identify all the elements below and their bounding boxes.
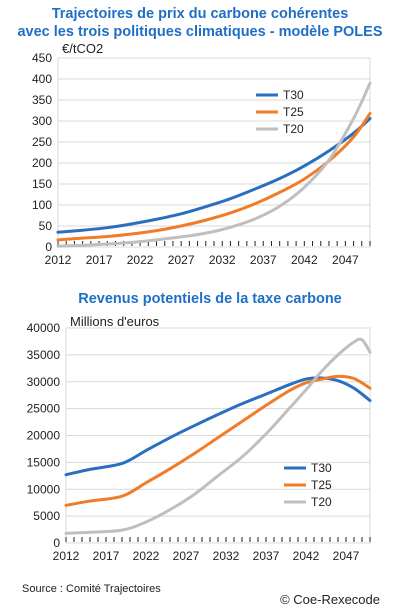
chart1-x-tick-label: 2037 <box>250 253 277 267</box>
chart1-y-tick-label: 150 <box>32 177 52 191</box>
chart2-x-tick-label: 2012 <box>53 549 80 563</box>
chart1-y-tick-label: 350 <box>32 93 52 107</box>
chart2-x-tick-label: 2022 <box>133 549 160 563</box>
chart2-plot: 0 5000 10000 15000 20000 25000 30000 35000 40000… <box>27 321 372 563</box>
chart1-legend-label-t25: T25 <box>283 105 304 119</box>
chart2-x-tick-label: 2027 <box>173 549 200 563</box>
chart1-series-t30-line <box>56 116 372 234</box>
chart2-y-tick-label: 15000 <box>27 455 61 469</box>
chart2-title: Revenus potentiels de la taxe carbone <box>78 291 342 307</box>
chart2-y-tick-label: 35000 <box>27 348 61 362</box>
chart2-y-tick-label: 0 <box>53 536 60 550</box>
chart1-y-tick-label: 100 <box>32 198 52 212</box>
chart1-unit-label: €/tCO2 <box>62 41 103 56</box>
chart1-title-line1: Trajectoires de prix du carbone cohérent… <box>52 6 349 22</box>
chart1-y-tick-label: 300 <box>32 114 52 128</box>
chart2-x-tick-label: 2017 <box>93 549 120 563</box>
chart2-y-tick-label: 20000 <box>27 429 61 443</box>
chart2-y-tick-label: 5000 <box>33 509 60 523</box>
chart1-x-tick-label: 2017 <box>86 253 113 267</box>
chart1-y-tick-label: 0 <box>45 240 52 254</box>
chart2-x-tick-label: 2032 <box>213 549 240 563</box>
source-note: Source : Comité Trajectoires <box>22 583 161 595</box>
chart1-x-tick-label: 2022 <box>127 253 154 267</box>
chart2-y-tick-label: 10000 <box>27 482 61 496</box>
chart2-series-t25-line <box>64 374 372 507</box>
chart2-x-tick-label: 2042 <box>293 549 320 563</box>
chart1-legend-label-t30: T30 <box>283 88 304 102</box>
chart2-legend-label-t20: T20 <box>311 495 332 509</box>
chart2-legend-label-t25: T25 <box>311 478 332 492</box>
chart2-unit-label: Millions d'euros <box>70 314 160 329</box>
chart2-y-tick-label: 25000 <box>27 402 61 416</box>
chart2-series-t30-line <box>64 376 372 477</box>
chart1-y-tick-label: 50 <box>39 219 53 233</box>
chart2-y-tick-label: 40000 <box>27 321 61 335</box>
chart1-y-tick-label: 450 <box>32 51 52 65</box>
chart2-x-tick-label: 2037 <box>253 549 280 563</box>
chart2-series-t20-line <box>64 337 372 535</box>
chart1-x-tick-label: 2047 <box>332 253 359 267</box>
chart1-legend-label-t20: T20 <box>283 122 304 136</box>
chart2-y-tick-label: 30000 <box>27 375 61 389</box>
chart1-y-tick-label: 250 <box>32 135 52 149</box>
chart1-x-tick-label: 2012 <box>45 253 72 267</box>
chart1-x-tick-label: 2027 <box>168 253 195 267</box>
chart1-series-t25-line <box>56 111 372 242</box>
chart1-series-t20-line <box>56 81 372 248</box>
chart1-y-tick-label: 200 <box>32 156 52 170</box>
chart2-x-tick-label: 2047 <box>333 549 360 563</box>
chart1-y-tick-label: 400 <box>32 72 52 86</box>
chart1-plot: 0 50 100 150 200 250 300 350 400 450 2012 2017 2022 2… <box>32 51 372 267</box>
chart1-x-tick-label: 2042 <box>291 253 318 267</box>
chart2-legend-label-t30: T30 <box>311 461 332 475</box>
copyright-note: © Coe-Rexecode <box>280 592 380 607</box>
chart1-title-line2: avec les trois politiques climatiques - … <box>17 24 382 40</box>
chart1-x-tick-label: 2032 <box>209 253 236 267</box>
